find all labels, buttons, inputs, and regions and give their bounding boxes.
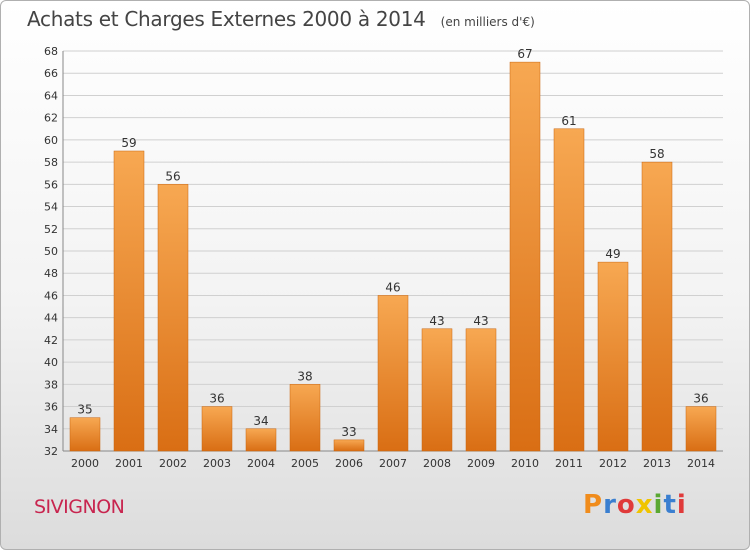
bar-2011 — [553, 128, 585, 452]
x-tick-label: 2011 — [555, 457, 583, 470]
proxiti-logo[interactable]: Proxiti — [583, 490, 687, 520]
data-label: 38 — [297, 369, 312, 383]
y-tick-label: 68 — [44, 45, 58, 58]
data-label: 43 — [429, 314, 444, 328]
y-tick-label: 50 — [44, 245, 58, 258]
x-tick-label: 2008 — [423, 457, 451, 470]
x-tick-label: 2006 — [335, 457, 363, 470]
y-tick-label: 66 — [44, 67, 58, 80]
logo-letter: P — [583, 490, 604, 520]
logo-letter: t — [663, 490, 677, 520]
chart-title: Achats et Charges Externes 2000 à 2014 — [27, 7, 426, 31]
bar-2000 — [69, 417, 101, 452]
bar-2003 — [201, 406, 233, 452]
y-tick-label: 52 — [44, 223, 58, 236]
data-label: 35 — [77, 403, 92, 417]
commune-name: SIVIGNON — [34, 496, 125, 518]
data-label: 36 — [693, 392, 708, 406]
bar-2005 — [289, 384, 321, 452]
y-tick-label: 32 — [44, 445, 58, 458]
data-label: 49 — [605, 247, 620, 261]
y-tick-label: 54 — [44, 201, 58, 214]
bar-2006 — [333, 439, 365, 452]
logo-letter: x — [635, 490, 654, 520]
x-tick-label: 2001 — [115, 457, 143, 470]
logo-letter: o — [616, 490, 636, 520]
y-axis-ticks: 32 34 36 38 40 42 44 46 48 50 52 54 56 58 60 62 64 66 68 — [44, 45, 58, 458]
x-tick-label: 2007 — [379, 457, 407, 470]
y-tick-label: 48 — [44, 267, 58, 280]
x-tick-label: 2003 — [203, 457, 231, 470]
y-tick-label: 44 — [44, 312, 58, 325]
x-tick-label: 2010 — [511, 457, 539, 470]
x-tick-label: 2000 — [71, 457, 99, 470]
bar-2014 — [685, 406, 717, 452]
bar-2002 — [157, 184, 189, 452]
data-label: 56 — [165, 169, 180, 183]
x-tick-label: 2009 — [467, 457, 495, 470]
y-tick-label: 36 — [44, 401, 58, 414]
y-tick-label: 62 — [44, 112, 58, 125]
bar-2007 — [377, 295, 409, 452]
logo-letter: i — [653, 490, 664, 520]
x-axis-ticks: 2000 2001 2002 2003 2004 2005 2006 2007 2008 2009… — [71, 457, 715, 470]
bars — [69, 61, 717, 452]
x-tick-label: 2002 — [159, 457, 187, 470]
data-label: 67 — [517, 47, 532, 61]
y-tick-label: 40 — [44, 356, 58, 369]
data-labels: 35 59 56 36 34 38 33 46 43 43 67 61 49 58 36 — [77, 47, 708, 439]
x-tick-label: 2005 — [291, 457, 319, 470]
data-label: 61 — [561, 114, 576, 128]
y-tick-label: 38 — [44, 378, 58, 391]
y-tick-label: 64 — [44, 89, 58, 102]
bar-2012 — [597, 261, 629, 452]
x-tick-label: 2013 — [643, 457, 671, 470]
data-label: 33 — [341, 425, 356, 439]
title-row: Achats et Charges Externes 2000 à 2014 (… — [27, 7, 535, 31]
bar-2004 — [245, 428, 277, 452]
chart-unit: (en milliers d'€) — [440, 15, 535, 29]
bar-2001 — [113, 150, 145, 452]
bar-2013 — [641, 161, 673, 452]
x-tick-label: 2012 — [599, 457, 627, 470]
logo-letter: r — [603, 490, 617, 520]
x-tick-label: 2004 — [247, 457, 275, 470]
data-label: 43 — [473, 314, 488, 328]
data-label: 59 — [121, 136, 136, 150]
bar-2009 — [465, 328, 497, 452]
x-tick-label: 2014 — [687, 457, 715, 470]
logo-letter: i — [676, 490, 687, 520]
data-label: 34 — [253, 414, 268, 428]
y-tick-label: 42 — [44, 334, 58, 347]
data-label: 36 — [209, 392, 224, 406]
y-tick-label: 58 — [44, 156, 58, 169]
data-label: 46 — [385, 280, 400, 294]
y-tick-label: 60 — [44, 134, 58, 147]
bar-2010 — [509, 61, 541, 452]
bar-2008 — [421, 328, 453, 452]
y-tick-label: 34 — [44, 423, 58, 436]
y-tick-label: 56 — [44, 178, 58, 191]
y-tick-label: 46 — [44, 289, 58, 302]
data-label: 58 — [649, 147, 664, 161]
